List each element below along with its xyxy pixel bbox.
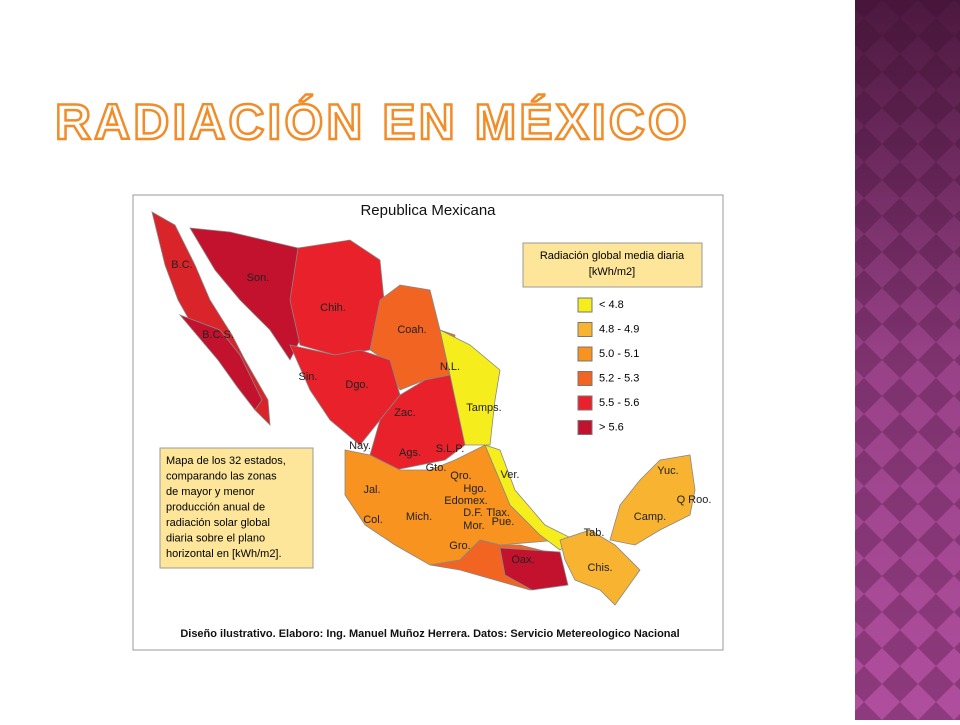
- note-line: diaria sobre el plano: [166, 532, 265, 544]
- state-label: Col.: [363, 514, 383, 526]
- state-label: Tamps.: [466, 402, 501, 414]
- state-label: Hgo.: [463, 483, 486, 495]
- state-label: Qro.: [450, 470, 471, 482]
- note-line: de mayor y menor: [166, 486, 255, 498]
- legend-label: 5.2 - 5.3: [599, 372, 639, 384]
- state-label: Q Roo.: [677, 494, 712, 506]
- map-shapes: [151, 211, 696, 606]
- legend-label: > 5.6: [599, 421, 624, 433]
- state-label: Chis.: [587, 562, 612, 574]
- note-line: horizontal en [kWh/m2].: [166, 548, 282, 560]
- map-title: Republica Mexicana: [360, 202, 496, 219]
- note-line: Mapa de los 32 estados,: [166, 455, 286, 467]
- state-label: Gro.: [449, 540, 470, 552]
- legend-swatch: [577, 395, 593, 411]
- legend-swatch: [577, 322, 593, 337]
- state-label: Pue.: [492, 516, 515, 528]
- legend-swatch: [577, 297, 593, 313]
- state-label: Gto.: [426, 462, 447, 474]
- state-label: B.C.: [171, 259, 192, 271]
- state-label: Edomex.: [444, 495, 487, 507]
- note-line: producción anual de: [166, 501, 265, 513]
- state-label: Sin.: [299, 371, 318, 383]
- legend-swatch: [577, 346, 593, 362]
- state-label: Tlax.: [486, 507, 510, 519]
- state-label: Yuc.: [657, 465, 678, 477]
- state-label: Oax.: [511, 554, 534, 566]
- state-label: Mich.: [406, 511, 432, 523]
- note-line: comparando las zonas: [166, 470, 277, 482]
- side-band-shade: [855, 0, 960, 720]
- note-line: radiación solar global: [166, 517, 270, 529]
- state-label: D.F.: [463, 507, 483, 519]
- map-credit: Diseño ilustrativo. Elaboro: Ing. Manuel…: [180, 628, 679, 640]
- state-label: Son.: [247, 272, 270, 284]
- legend-title: Radiación global media diaria: [540, 250, 685, 262]
- legend-label: 5.5 - 5.6: [599, 397, 639, 409]
- state-label: B.C.S.: [202, 329, 234, 341]
- state-label: Coah.: [397, 324, 426, 336]
- slide-title: RADIACIÓN EN MÉXICO: [55, 94, 690, 150]
- state-label: Ver.: [501, 469, 520, 481]
- legend-box: [522, 242, 703, 288]
- state-label: Zac.: [394, 407, 415, 419]
- state-label: Chih.: [320, 302, 346, 314]
- state-label: N.L.: [440, 361, 460, 373]
- note-box: [159, 447, 314, 569]
- legend-label: 5.0 - 5.1: [599, 348, 639, 360]
- state-label: Tab.: [584, 527, 605, 539]
- legend-label: 4.8 - 4.9: [599, 323, 639, 335]
- legend-title: [kWh/m2]: [589, 266, 635, 278]
- legend-swatch: [577, 420, 593, 435]
- state-label: Nay.: [349, 440, 371, 452]
- state-label: Camp.: [634, 511, 666, 523]
- state-label: Mor.: [463, 520, 484, 532]
- legend-swatch: [577, 371, 593, 386]
- state-label: Ags.: [399, 447, 421, 459]
- state-label: Dgo.: [345, 379, 368, 391]
- legend-label: < 4.8: [599, 299, 624, 311]
- state-label: Jal.: [363, 484, 380, 496]
- state-label: S.L.P.: [436, 443, 465, 455]
